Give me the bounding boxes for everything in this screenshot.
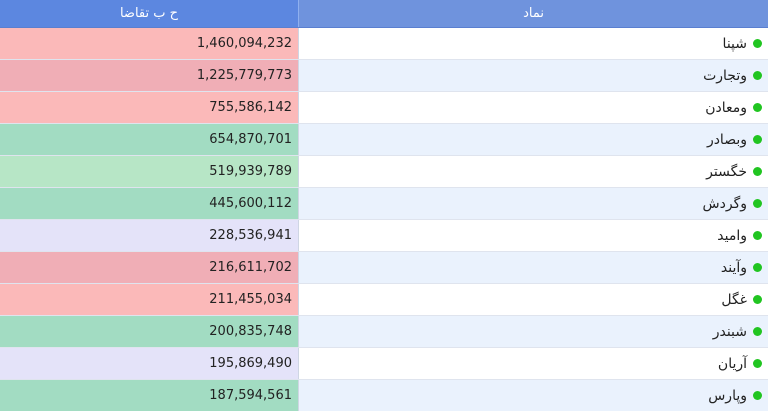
symbol-text: وبصادر <box>706 131 747 148</box>
demand-cell: 519,939,789 <box>0 156 299 187</box>
symbol-text: غگل <box>721 291 747 308</box>
table-row[interactable]: 654,870,701 وبصادر <box>0 124 768 156</box>
table-header: ح ب تقاضا نماد <box>0 0 768 28</box>
symbol-text: شپنا <box>722 35 747 52</box>
symbol-cell[interactable]: وآیند <box>299 252 768 283</box>
demand-cell: 1,460,094,232 <box>0 28 299 59</box>
symbol-cell[interactable]: وپارس <box>299 380 768 411</box>
demand-cell: 187,594,561 <box>0 380 299 411</box>
symbol-cell[interactable]: آریان <box>299 348 768 379</box>
status-dot-icon <box>753 327 762 336</box>
symbol-text: آریان <box>717 355 747 372</box>
table-row[interactable]: 187,594,561 وپارس <box>0 380 768 411</box>
table-row[interactable]: 755,586,142 ومعادن <box>0 92 768 124</box>
symbol-text: وتجارت <box>703 67 747 84</box>
status-dot-icon <box>753 295 762 304</box>
status-dot-icon <box>753 135 762 144</box>
symbol-cell[interactable]: شبندر <box>299 316 768 347</box>
symbol-text: وپارس <box>708 387 747 404</box>
symbol-cell[interactable]: وگردش <box>299 188 768 219</box>
symbol-text: وآیند <box>720 259 747 276</box>
table-row[interactable]: 200,835,748 شبندر <box>0 316 768 348</box>
status-dot-icon <box>753 391 762 400</box>
demand-cell: 654,870,701 <box>0 124 299 155</box>
status-dot-icon <box>753 359 762 368</box>
demand-cell: 755,586,142 <box>0 92 299 123</box>
symbol-text: وامید <box>717 227 747 244</box>
symbol-cell[interactable]: وبصادر <box>299 124 768 155</box>
symbol-cell[interactable]: غگل <box>299 284 768 315</box>
status-dot-icon <box>753 71 762 80</box>
symbol-cell[interactable]: ومعادن <box>299 92 768 123</box>
status-dot-icon <box>753 167 762 176</box>
table-row[interactable]: 216,611,702 وآیند <box>0 252 768 284</box>
header-demand[interactable]: ح ب تقاضا <box>0 0 299 27</box>
status-dot-icon <box>753 231 762 240</box>
table-row[interactable]: 211,455,034 غگل <box>0 284 768 316</box>
demand-cell: 195,869,490 <box>0 348 299 379</box>
table-row[interactable]: 1,460,094,232 شپنا <box>0 28 768 60</box>
demand-cell: 200,835,748 <box>0 316 299 347</box>
symbol-cell[interactable]: خگستر <box>299 156 768 187</box>
symbol-text: خگستر <box>706 163 747 180</box>
table-row[interactable]: 228,536,941 وامید <box>0 220 768 252</box>
symbol-cell[interactable]: وتجارت <box>299 60 768 91</box>
symbol-text: ومعادن <box>705 99 747 116</box>
demand-cell: 445,600,112 <box>0 188 299 219</box>
demand-cell: 228,536,941 <box>0 220 299 251</box>
table-row[interactable]: 519,939,789 خگستر <box>0 156 768 188</box>
demand-cell: 211,455,034 <box>0 284 299 315</box>
status-dot-icon <box>753 263 762 272</box>
header-symbol[interactable]: نماد <box>299 0 768 27</box>
symbol-cell[interactable]: شپنا <box>299 28 768 59</box>
demand-cell: 216,611,702 <box>0 252 299 283</box>
table-row[interactable]: 445,600,112 وگردش <box>0 188 768 220</box>
symbol-text: وگردش <box>702 195 747 212</box>
table-row[interactable]: 195,869,490 آریان <box>0 348 768 380</box>
table-row[interactable]: 1,225,779,773 وتجارت <box>0 60 768 92</box>
status-dot-icon <box>753 39 762 48</box>
status-dot-icon <box>753 103 762 112</box>
status-dot-icon <box>753 199 762 208</box>
demand-cell: 1,225,779,773 <box>0 60 299 91</box>
symbol-cell[interactable]: وامید <box>299 220 768 251</box>
symbol-text: شبندر <box>712 323 747 340</box>
